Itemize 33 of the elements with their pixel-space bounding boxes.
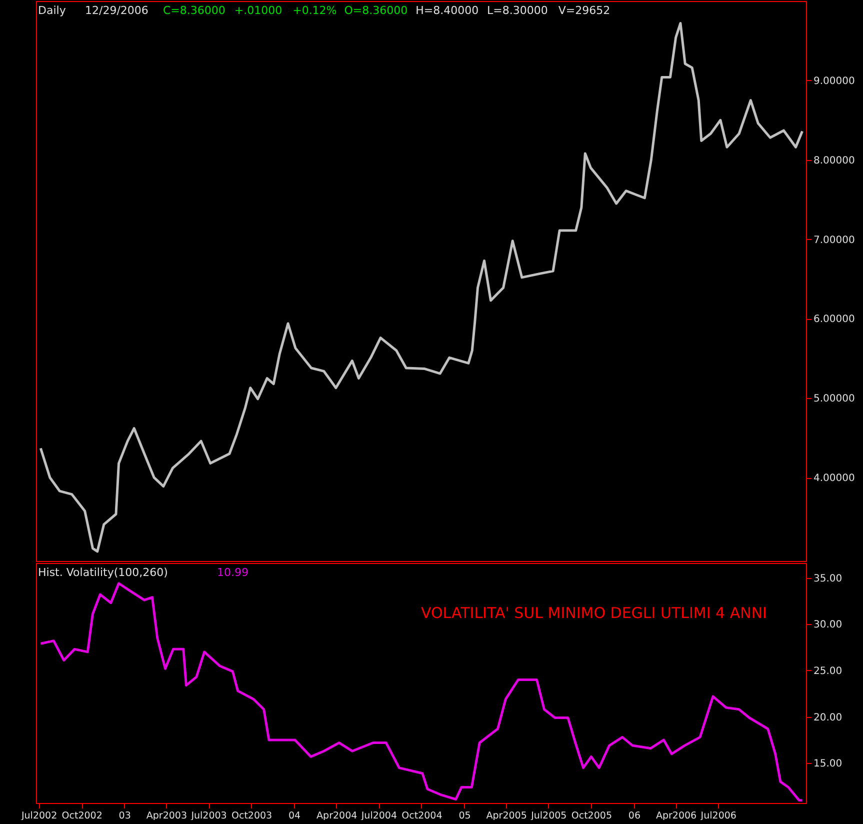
- x-tick-label: 06: [628, 810, 641, 822]
- y-tick-label: 15.00: [814, 758, 842, 770]
- y-tick-label: 6.00000: [814, 314, 855, 326]
- annotation: 12/29/2006: [85, 4, 148, 17]
- annotation: 10.99: [217, 566, 248, 579]
- line-series: [39, 582, 804, 802]
- y-tick-label: 25.00: [814, 666, 842, 677]
- chart-title: Daily: [38, 4, 66, 17]
- y-tick-label: 4.00000: [814, 473, 855, 484]
- y-tick-label: 9.00000: [814, 76, 855, 87]
- annotation: +.01000: [234, 4, 282, 17]
- annotation: L=8.30000: [487, 4, 548, 17]
- y-tick-label: 8.00000: [814, 155, 855, 166]
- annotation: C=8.36000: [163, 4, 226, 17]
- annotation: VOLATILITA' SUL MINIMO DEGLI UTLIMI 4 ANNI: [421, 604, 767, 622]
- x-tick-label: Oct2003: [231, 810, 272, 822]
- y-tick-label: 30.00: [814, 620, 842, 631]
- x-tick-label: Oct2002: [62, 810, 102, 822]
- annotation: H=8.40000: [416, 4, 479, 17]
- y-tick-label: 35.00: [814, 573, 842, 584]
- annotation: +0.12%: [292, 4, 337, 17]
- x-tick-label: Oct2004: [402, 810, 442, 822]
- y-tick-label: 20.00: [814, 712, 842, 724]
- y-tick-label: 7.00000: [814, 234, 855, 246]
- annotation: O=8.36000: [344, 4, 408, 17]
- line-series: [39, 22, 804, 553]
- x-tick-label: Oct2005: [571, 810, 612, 822]
- x-tick-label: 05: [458, 810, 471, 822]
- annotation: V=29652: [558, 4, 610, 17]
- x-tick-label: 04: [288, 810, 301, 822]
- x-tick-label: 03: [118, 810, 131, 822]
- y-tick-label: 5.00000: [814, 394, 855, 405]
- chart-title: Hist. Volatility(100,260): [38, 566, 168, 579]
